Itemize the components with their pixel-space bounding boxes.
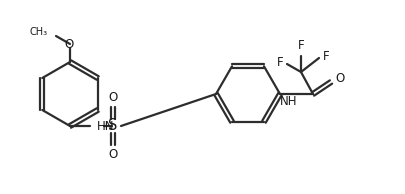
- Text: HN: HN: [97, 120, 114, 133]
- Text: O: O: [334, 73, 343, 86]
- Text: NH: NH: [279, 95, 297, 108]
- Text: F: F: [277, 55, 283, 68]
- Text: O: O: [108, 92, 117, 105]
- Text: F: F: [322, 49, 329, 62]
- Text: S: S: [108, 119, 117, 133]
- Text: O: O: [108, 147, 117, 160]
- Text: O: O: [64, 37, 73, 50]
- Text: CH₃: CH₃: [30, 27, 48, 37]
- Text: F: F: [297, 39, 304, 52]
